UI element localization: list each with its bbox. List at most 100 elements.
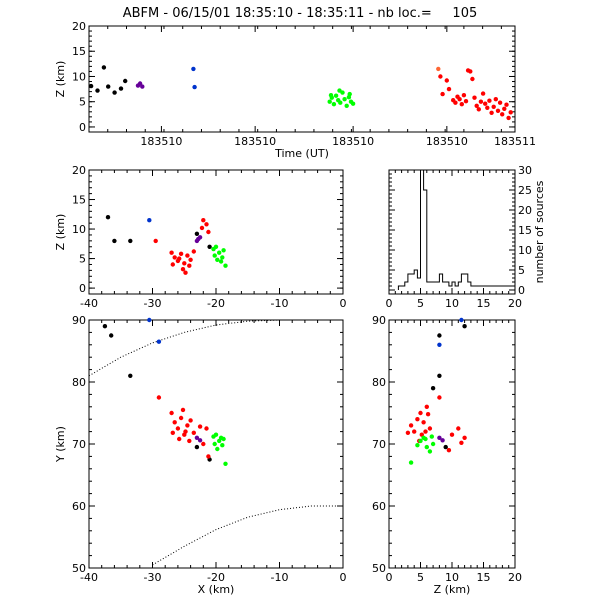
y-tick-label: 20 (72, 164, 86, 177)
source-point (194, 435, 200, 440)
y-tick-label: 0 (79, 282, 86, 295)
source-point (421, 420, 426, 425)
source-point (204, 426, 209, 431)
source-point (449, 432, 455, 437)
source-point (194, 231, 200, 236)
y-tick-label: 10 (72, 223, 86, 236)
source-point (476, 107, 481, 112)
y-tick-label: 15 (518, 224, 532, 237)
x-tick-label: 183510 (140, 135, 182, 148)
y-tick-label: 80 (372, 376, 386, 389)
y-tick-label: 30 (518, 164, 532, 177)
source-point (102, 324, 108, 329)
y-axis-label: number of sources (533, 180, 546, 283)
y-tick-label: 10 (72, 70, 86, 83)
source-point (459, 440, 464, 445)
x-tick-label: 0 (386, 571, 393, 584)
source-point (140, 84, 145, 89)
source-point (178, 251, 184, 256)
source-point (430, 441, 436, 447)
source-point (423, 429, 428, 434)
source-point (188, 257, 193, 262)
y-tick-label: 20 (72, 20, 86, 33)
x-tick-label: -10 (271, 571, 289, 584)
source-point (118, 86, 124, 91)
x-tick-label: -30 (144, 297, 162, 310)
source-point (342, 97, 347, 102)
source-point (185, 253, 190, 258)
source-point (169, 250, 174, 255)
source-point (418, 410, 423, 416)
source-point (427, 426, 433, 431)
source-point (415, 417, 420, 422)
source-point (217, 250, 222, 255)
source-point (207, 244, 212, 249)
source-point (350, 101, 356, 106)
source-point (508, 110, 513, 115)
source-point (220, 443, 225, 448)
x-tick-label: 5 (417, 297, 424, 310)
source-point (423, 436, 428, 442)
source-point (206, 454, 211, 459)
x-tick-label: 0 (340, 297, 347, 310)
source-point (480, 91, 486, 96)
source-point (212, 253, 217, 258)
source-point (338, 100, 343, 105)
y-tick-label: 5 (518, 264, 525, 277)
source-point (495, 108, 501, 114)
source-point (424, 444, 429, 450)
x-tick-label: -40 (80, 571, 98, 584)
x-tick-label: 0 (340, 571, 347, 584)
x-tick-label: 20 (508, 571, 522, 584)
y-tick-label: 50 (72, 562, 86, 575)
x-tick-label: 5 (417, 571, 424, 584)
x-tick-label: -20 (207, 297, 225, 310)
source-point (170, 262, 175, 267)
source-point (196, 236, 201, 242)
x-tick-label: 15 (477, 297, 491, 310)
source-point (443, 444, 448, 450)
source-point (331, 102, 337, 107)
source-point (474, 103, 479, 109)
source-point (437, 342, 442, 347)
source-point (327, 99, 332, 104)
source-point (456, 426, 461, 431)
source-point (468, 69, 473, 74)
y-tick-label: 5 (79, 96, 86, 109)
source-point (453, 100, 458, 105)
source-point (204, 222, 209, 227)
y-tick-label: 90 (72, 314, 86, 327)
source-point (215, 446, 220, 452)
x-tick-label: 183510 (234, 135, 276, 148)
source-point (444, 78, 449, 83)
source-point (172, 420, 177, 425)
y-tick-label: 70 (372, 438, 386, 451)
source-point (187, 263, 192, 268)
source-point (194, 444, 200, 450)
y-tick-label: 60 (72, 500, 86, 513)
source-point (112, 90, 117, 95)
source-point (191, 430, 196, 435)
source-point (415, 443, 420, 448)
source-point (147, 218, 152, 223)
source-point (178, 415, 184, 421)
source-point (472, 95, 477, 100)
source-point (191, 66, 196, 72)
source-point (197, 424, 203, 429)
source-point (436, 66, 441, 72)
source-point (424, 404, 429, 409)
source-point (461, 93, 467, 98)
x-tick-label: -30 (144, 571, 162, 584)
source-point (177, 436, 182, 442)
source-point (437, 395, 442, 400)
altitude-plan-panel: 0 5 10 15 20 50 60 70 80 90 Z (km) (372, 314, 522, 596)
range-curve-lower (152, 505, 343, 566)
y-tick-label: 25 (518, 184, 532, 197)
source-point (188, 418, 193, 423)
x-axis-label: X (km) (198, 583, 235, 596)
source-point (344, 103, 349, 109)
source-point (347, 91, 352, 97)
source-point (183, 270, 188, 275)
source-point (437, 435, 442, 440)
source-point (182, 261, 187, 266)
